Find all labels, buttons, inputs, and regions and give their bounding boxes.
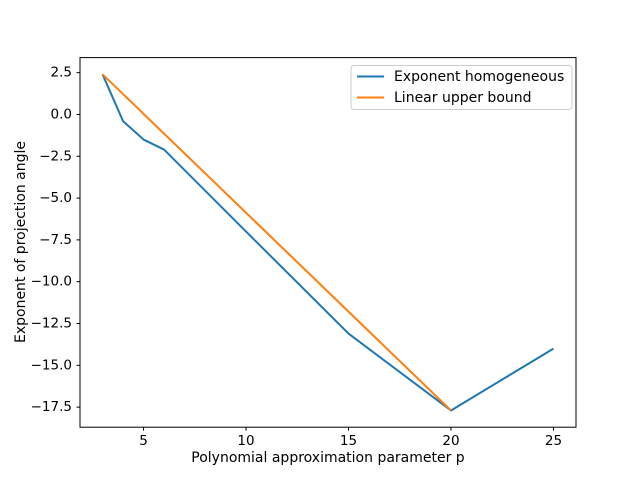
x-axis-label: Polynomial approximation parameter p — [191, 450, 465, 466]
y-tick-label: −5.0 — [39, 190, 72, 206]
legend-label: Linear upper bound — [394, 90, 532, 106]
series-line-exponent-homogeneous — [101, 73, 554, 412]
legend-entry: Exponent homogeneous — [357, 69, 564, 85]
legend: Exponent homogeneous Linear upper bound — [350, 65, 573, 110]
y-tick-label: −15.0 — [31, 357, 72, 373]
x-tick-label: 5 — [139, 433, 148, 449]
x-tick-label: 25 — [545, 433, 562, 449]
y-tick-label: −10.0 — [31, 274, 72, 290]
y-tick-label: −17.5 — [31, 399, 72, 415]
x-tick-label: 15 — [340, 433, 357, 449]
x-tick-label: 20 — [442, 433, 459, 449]
legend-entry: Linear upper bound — [357, 90, 532, 106]
series-lines — [101, 73, 554, 412]
y-tick-label: −12.5 — [31, 316, 72, 332]
x-tick-label: 10 — [237, 433, 254, 449]
y-tick-label: −7.5 — [39, 232, 72, 248]
legend-box — [350, 65, 573, 110]
y-tick-label: 2.5 — [51, 65, 72, 81]
legend-label: Exponent homogeneous — [394, 69, 564, 85]
y-axis-label: Exponent of projection angle — [13, 141, 29, 343]
y-tick-label: −2.5 — [39, 148, 72, 164]
x-axis-ticks: 5 10 15 20 25 — [139, 427, 562, 449]
y-tick-label: 0.0 — [51, 106, 72, 122]
plot-area — [79, 57, 577, 428]
y-axis-ticks: 2.5 0.0 −2.5 −5.0 −7.5 −10.0 −12.5 −15.0 −17.5 — [31, 65, 80, 415]
series-line-linear-upper-bound — [101, 73, 452, 412]
